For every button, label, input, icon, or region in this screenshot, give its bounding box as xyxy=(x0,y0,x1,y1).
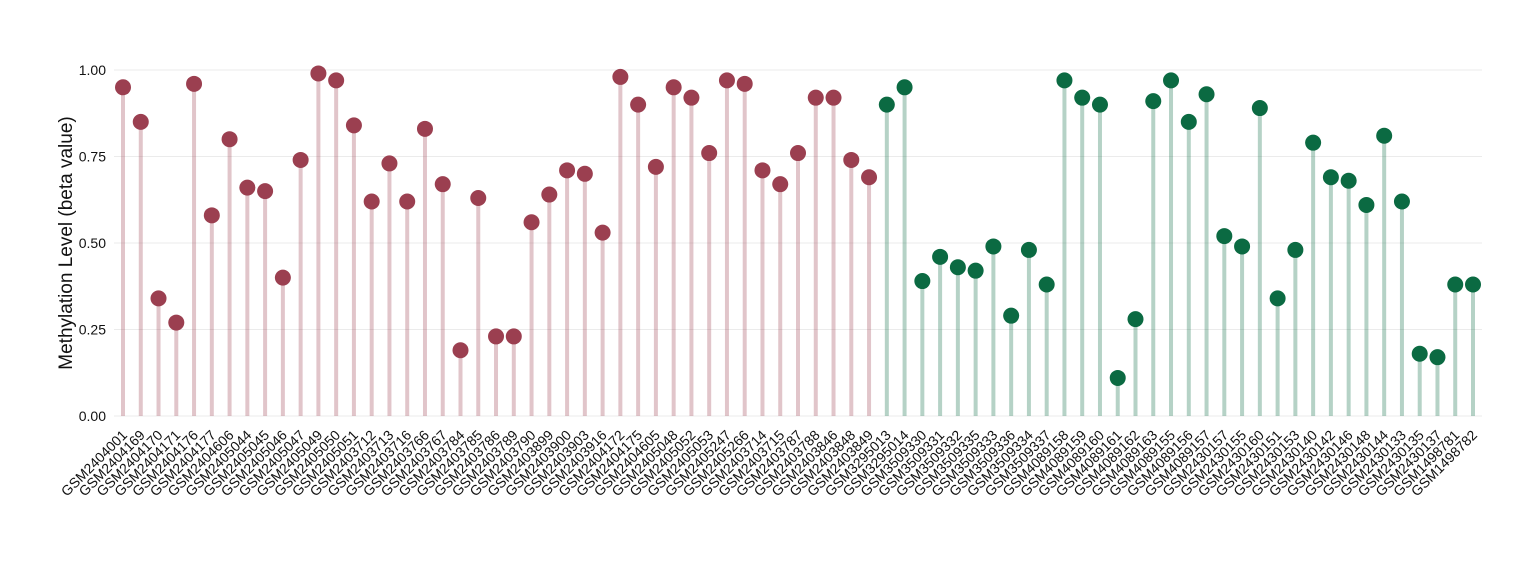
dot xyxy=(612,68,629,85)
dot xyxy=(1251,100,1268,117)
dot xyxy=(949,259,966,276)
dot xyxy=(576,165,593,182)
dot xyxy=(1465,276,1481,293)
dot xyxy=(790,145,806,162)
dot xyxy=(505,328,522,345)
dot xyxy=(541,186,558,203)
dot xyxy=(754,162,771,179)
y-tick-label: 0.75 xyxy=(79,149,106,165)
dot xyxy=(1234,238,1251,255)
dot xyxy=(310,65,327,82)
dot xyxy=(807,89,824,106)
dot xyxy=(985,238,1002,255)
dot xyxy=(168,314,185,331)
dot xyxy=(1269,290,1286,307)
y-tick-label: 0.50 xyxy=(79,235,106,251)
dot xyxy=(470,190,487,207)
dot xyxy=(683,89,700,106)
dot xyxy=(861,169,878,186)
dot xyxy=(381,155,398,172)
dot xyxy=(203,207,220,224)
dot xyxy=(399,193,416,210)
dot xyxy=(132,113,149,130)
dot xyxy=(239,179,256,196)
dot xyxy=(967,262,984,279)
dot xyxy=(843,151,860,168)
dot xyxy=(416,120,433,137)
dot xyxy=(736,75,753,92)
dot xyxy=(1429,349,1446,366)
dot xyxy=(221,131,238,148)
dot xyxy=(1358,196,1375,213)
dot xyxy=(150,290,167,307)
dot xyxy=(257,183,274,200)
dot xyxy=(1393,193,1410,210)
dot xyxy=(1109,369,1126,386)
dot xyxy=(1163,72,1180,89)
dot xyxy=(1180,113,1197,130)
dot xyxy=(914,273,931,290)
dot xyxy=(665,79,682,96)
dot xyxy=(434,176,451,193)
dot xyxy=(274,269,291,286)
y-tick-label: 0.00 xyxy=(79,408,106,424)
dot xyxy=(328,72,345,89)
dot xyxy=(363,193,380,210)
dot xyxy=(1216,228,1233,245)
dot xyxy=(452,342,469,359)
dot xyxy=(1287,241,1304,258)
y-axis-label: Methylation Level (beta value) xyxy=(56,116,77,369)
dot xyxy=(1376,127,1393,144)
dot xyxy=(878,96,895,113)
dot xyxy=(896,79,913,96)
dot xyxy=(1056,72,1073,89)
dot xyxy=(1038,276,1055,293)
dot xyxy=(772,176,789,193)
dot xyxy=(594,224,611,241)
y-tick-label: 1.00 xyxy=(79,62,106,78)
dot xyxy=(1411,345,1428,362)
dot xyxy=(559,162,576,179)
dot xyxy=(1127,311,1144,328)
dot xyxy=(1145,93,1162,110)
dot xyxy=(1091,96,1108,113)
dot xyxy=(523,214,540,231)
dot xyxy=(345,117,362,134)
dot xyxy=(825,89,842,106)
dot xyxy=(1003,307,1020,324)
dot xyxy=(932,248,949,265)
dot xyxy=(1447,276,1464,293)
dot xyxy=(488,328,505,345)
dot xyxy=(701,145,718,162)
dot xyxy=(630,96,647,113)
dot xyxy=(647,158,664,175)
dot xyxy=(718,72,735,89)
dot xyxy=(186,75,203,92)
dot xyxy=(1305,134,1322,151)
y-tick-label: 0.25 xyxy=(79,322,106,338)
dot xyxy=(292,151,309,168)
dot xyxy=(1322,169,1339,186)
dot xyxy=(115,79,131,96)
dot xyxy=(1198,86,1215,103)
dot xyxy=(1074,89,1091,106)
dot xyxy=(1020,241,1037,258)
dot xyxy=(1340,172,1357,189)
